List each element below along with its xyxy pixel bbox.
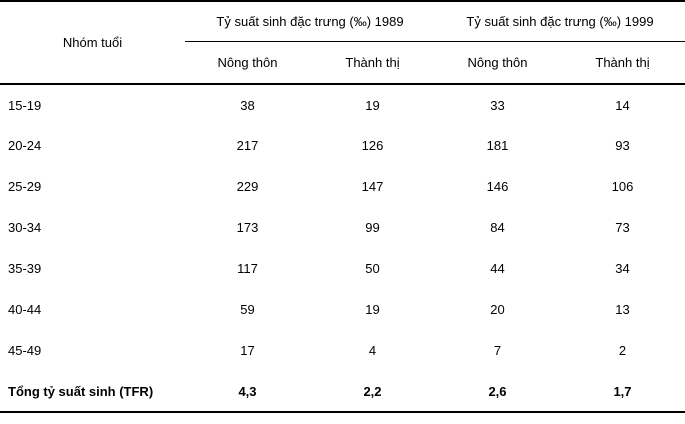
table-cell: 19 [365,302,380,317]
table-cell: 4 [368,343,377,358]
row-label: 20-24 [8,138,42,153]
sub-header-row: Nông thôn Thành thị Nông thôn Thành thị [0,41,685,85]
row-label: 35-39 [8,261,42,276]
table-cell: 217 [236,138,259,153]
fertility-rate-table: Nhóm tuổi Tỷ suất sinh đặc trưng (‰) 198… [0,0,685,413]
table-row: 45-49 17 4 7 2 [0,330,685,371]
table-cell: 84 [490,220,505,235]
table-row: 25-29 229 147 146 106 [0,166,685,207]
table-cell: 20 [490,302,505,317]
sub-header-urban-1989: Thành thị [310,41,435,85]
table-cell: 173 [236,220,259,235]
table-row: 40-44 59 19 20 13 [0,289,685,330]
sub-header-rural-1989: Nông thôn [185,41,310,85]
table-cell: 2,2 [310,371,435,413]
table-cell: 2 [618,343,627,358]
table-cell: 1,7 [560,371,685,413]
total-row-label: Tổng tỷ suất sinh (TFR) [0,371,185,413]
table-cell: 59 [240,302,255,317]
table-cell: 17 [240,343,255,358]
total-row: Tổng tỷ suất sinh (TFR) 4,3 2,2 2,6 1,7 [0,371,685,413]
table-cell: 2,6 [435,371,560,413]
row-label: 15-19 [8,97,42,113]
table-cell: 14 [615,97,630,113]
table-cell: 19 [365,97,380,113]
table-cell: 44 [490,261,505,276]
table-cell: 146 [486,179,509,194]
row-label: 30-34 [8,220,42,235]
table-cell: 126 [361,138,384,153]
group-header-1999: Tỷ suất sinh đặc trưng (‰) 1999 [435,1,685,42]
table-cell: 181 [486,138,509,153]
table-cell: 106 [611,179,634,194]
table-row: 35-39 117 50 44 34 [0,248,685,289]
table-cell: 147 [361,179,384,194]
table-cell: 93 [615,138,630,153]
row-label: 40-44 [8,302,42,317]
table-cell: 38 [240,97,255,113]
group-header-1989: Tỷ suất sinh đặc trưng (‰) 1989 [185,1,435,42]
table-cell: 7 [493,343,502,358]
table-cell: 117 [237,261,258,276]
table-cell: 99 [365,220,380,235]
row-label: 45-49 [8,343,42,358]
table-cell: 33 [490,97,505,113]
group-header-row: Nhóm tuổi Tỷ suất sinh đặc trưng (‰) 198… [0,1,685,85]
table-cell: 34 [615,261,630,276]
table-row: 20-24 217 126 181 93 [0,125,685,166]
age-group-column-header: Nhóm tuổi [0,1,185,85]
table-cell: 13 [615,302,630,317]
table-row: 30-34 173 99 84 73 [0,207,685,248]
table-cell: 4,3 [185,371,310,413]
table-cell: 73 [615,220,630,235]
sub-header-rural-1999: Nông thôn [435,41,560,85]
table-cell: 229 [236,179,259,194]
row-label: 25-29 [8,179,42,194]
sub-header-urban-1999: Thành thị [560,41,685,85]
table-cell: 50 [365,261,380,276]
table-row: 15-19 38 19 33 14 [0,84,685,125]
